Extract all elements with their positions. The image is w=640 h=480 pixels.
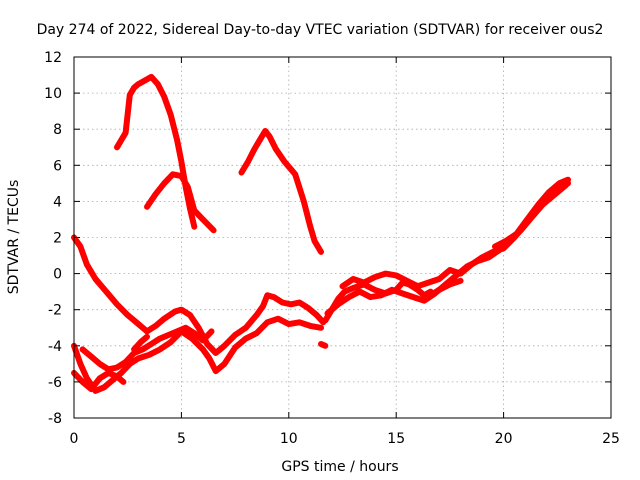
axis-ticks xyxy=(73,56,612,419)
x-tick-label: 10 xyxy=(280,431,298,447)
y-tick-label: 12 xyxy=(44,50,62,66)
series-track-12 xyxy=(324,182,569,317)
x-axis-label: GPS time / hours xyxy=(281,459,398,475)
series-track-7 xyxy=(79,324,215,373)
y-tick-label: 6 xyxy=(53,158,62,174)
series-track-3 xyxy=(238,128,324,255)
series-track-2 xyxy=(144,171,217,234)
series-track-13 xyxy=(427,277,464,299)
y-tick-label: -6 xyxy=(48,375,62,391)
y-tick-label: -2 xyxy=(48,303,62,319)
data-series xyxy=(71,73,571,394)
series-track-8 xyxy=(131,333,150,353)
y-tick-label: -4 xyxy=(48,339,62,355)
y-tick-label: 0 xyxy=(53,267,62,283)
y-tick-label: 10 xyxy=(44,86,62,102)
series-track-11 xyxy=(339,180,571,290)
chart-title: Day 274 of 2022, Sidereal Day-to-day VTE… xyxy=(37,22,604,38)
series-track-1 xyxy=(114,73,198,230)
series-track-9 xyxy=(318,341,329,349)
plot-frame xyxy=(73,56,612,419)
x-tick-label: 0 xyxy=(70,431,79,447)
x-tick-label: 15 xyxy=(387,431,405,447)
x-tick-label: 5 xyxy=(177,431,186,447)
grid-lines xyxy=(74,57,611,418)
y-tick-label: 8 xyxy=(53,122,62,138)
x-tick-labels: 0 5 10 15 20 25 xyxy=(70,431,620,447)
x-tick-label: 20 xyxy=(495,431,513,447)
series-track-6 xyxy=(71,369,127,393)
series-track-14 xyxy=(492,176,571,250)
x-tick-label: 25 xyxy=(602,431,620,447)
y-tick-label: 2 xyxy=(53,231,62,247)
series-track-10 xyxy=(322,279,434,324)
y-axis-label: SDTVAR / TECUs xyxy=(6,180,22,295)
y-tick-label: -8 xyxy=(48,411,62,427)
y-tick-labels: -8 -6 -4 -2 0 2 4 6 8 10 12 xyxy=(44,50,62,427)
series-track-5 xyxy=(71,315,324,394)
series-track-4 xyxy=(71,234,327,356)
y-tick-label: 4 xyxy=(53,194,62,210)
